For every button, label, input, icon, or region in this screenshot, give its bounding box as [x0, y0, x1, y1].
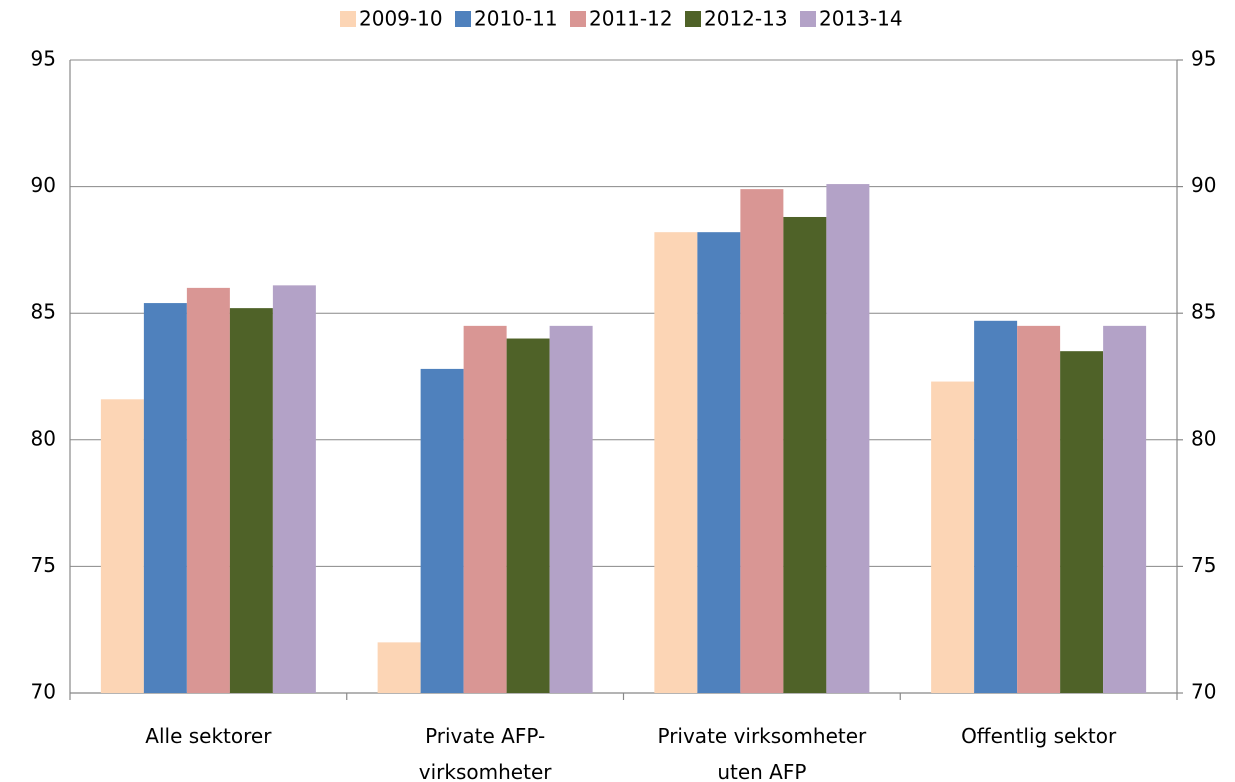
y2-tick-label: 85 [1191, 300, 1216, 324]
legend-swatch [800, 11, 816, 27]
bar [143, 303, 187, 693]
x-tick-label: Private AFP-virksomheter [419, 724, 552, 782]
x-tick-label: Private virksomheter uten AFP [657, 724, 867, 782]
bar [826, 184, 870, 693]
legend-label: 2012-13 [704, 7, 788, 31]
legend-label: 2010-11 [474, 7, 558, 31]
y-tick-label: 85 [31, 300, 56, 324]
bar [931, 381, 975, 693]
legend-label: 2013-14 [819, 7, 903, 31]
y-tick-label: 90 [31, 173, 56, 197]
bar [272, 285, 316, 693]
bar [420, 368, 464, 693]
bar [506, 338, 550, 693]
bar [974, 320, 1018, 693]
bar [186, 287, 230, 693]
bar [697, 232, 741, 693]
x-tick-label: Alle sektorer [145, 724, 272, 748]
y-tick-label: 95 [31, 47, 56, 71]
bar [1017, 325, 1061, 693]
bar [377, 642, 421, 693]
bar [549, 325, 593, 693]
y2-tick-label: 90 [1191, 173, 1216, 197]
y-tick-label: 70 [31, 680, 56, 704]
bar [1060, 351, 1104, 693]
legend-swatch [455, 11, 471, 27]
bar [783, 216, 827, 693]
y2-tick-label: 80 [1191, 426, 1216, 450]
bar [100, 399, 144, 693]
y-tick-label: 75 [31, 553, 56, 577]
legend-label: 2009-10 [359, 7, 443, 31]
bar [229, 308, 273, 693]
legend-swatch [340, 11, 356, 27]
y-tick-label: 80 [31, 426, 56, 450]
legend-swatch [685, 11, 701, 27]
y2-tick-label: 95 [1191, 47, 1216, 71]
y2-tick-label: 75 [1191, 553, 1216, 577]
legend-label: 2011-12 [589, 7, 673, 31]
bar [1103, 325, 1147, 693]
y2-tick-label: 70 [1191, 680, 1216, 704]
legend-swatch [570, 11, 586, 27]
x-tick-label: Offentlig sektor [961, 724, 1117, 748]
bar [740, 189, 784, 693]
bar [654, 232, 698, 693]
bar [463, 325, 507, 693]
